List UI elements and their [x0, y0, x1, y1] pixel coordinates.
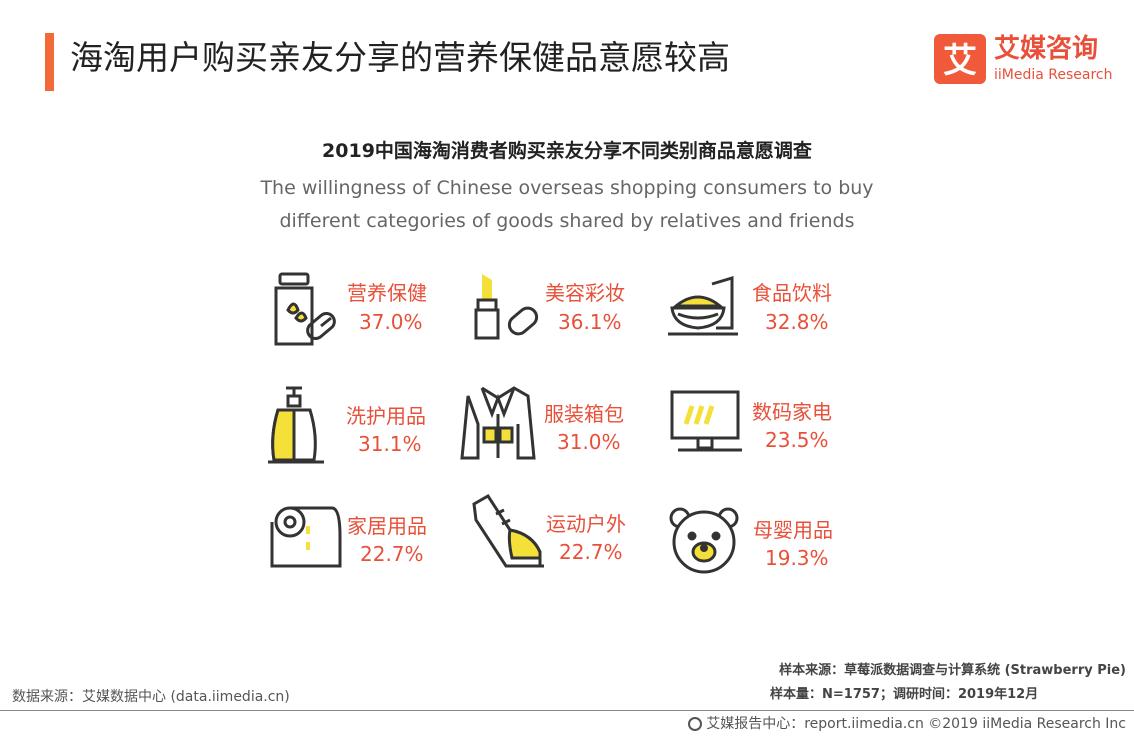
category-value: 22.7%: [559, 540, 623, 564]
category-name: 营养保健: [347, 281, 427, 305]
chart-title: 2019中国海淘消费者购买亲友分享不同类别商品意愿调查: [322, 140, 812, 162]
category-value: 37.0%: [359, 310, 423, 334]
logo-cn-text: 艾媒咨询: [994, 34, 1099, 64]
jacket-icon: [458, 384, 538, 464]
supplement-jar-icon: [268, 270, 348, 350]
food-bowl-icon: [668, 270, 748, 350]
monitor-icon: [668, 384, 748, 464]
chart-subtitle: The willingness of Chinese overseas shop…: [0, 172, 1134, 238]
category-value: 23.5%: [765, 428, 829, 452]
category-name: 运动户外: [546, 512, 626, 536]
toilet-roll-icon: [268, 500, 348, 580]
category-name: 美容彩妆: [545, 281, 625, 305]
data-source: 数据来源：艾媒数据中心 (data.iimedia.cn): [12, 689, 290, 705]
chart-subtitle-line1: The willingness of Chinese overseas shop…: [260, 177, 874, 199]
category-value: 22.7%: [360, 542, 424, 566]
boot-icon: [466, 493, 546, 574]
footer-divider: [0, 710, 1134, 711]
category-value: 31.1%: [358, 432, 422, 456]
category-name: 家居用品: [347, 514, 427, 538]
category-name: 洗护用品: [346, 404, 426, 428]
page-title: 海淘用户购买亲友分享的营养保健品意愿较高: [70, 38, 730, 77]
lotion-bottle-icon: [268, 386, 348, 466]
category-name: 服装箱包: [544, 402, 624, 426]
category-value: 19.3%: [765, 546, 829, 570]
title-accent-bar: [45, 33, 54, 91]
logo: 艾 艾媒咨询 iiMedia Research: [934, 34, 1114, 88]
logo-mark-icon: 艾: [934, 34, 986, 84]
bear-icon: [666, 502, 746, 582]
footer-copyright: 艾媒报告中心：report.iimedia.cn ©2019 iiMedia R…: [688, 713, 1126, 733]
lipstick-icon: [468, 270, 548, 350]
category-name: 食品饮料: [752, 281, 832, 305]
category-name: 母婴用品: [753, 518, 833, 542]
sample-size: 样本量：N=1757；调研时间：2019年12月: [770, 687, 1039, 702]
copyright-text: 艾媒报告中心：report.iimedia.cn ©2019 iiMedia R…: [706, 716, 1126, 732]
globe-icon: [688, 717, 703, 731]
logo-glyph: 艾: [943, 41, 977, 81]
category-name: 数码家电: [752, 400, 832, 424]
chart-subtitle-line2: different categories of goods shared by …: [279, 210, 855, 232]
category-value: 36.1%: [558, 310, 622, 334]
logo-en-text: iiMedia Research: [994, 67, 1113, 83]
category-value: 31.0%: [557, 430, 621, 454]
sample-source: 样本来源：草莓派数据调查与计算系统 (Strawberry Pie): [779, 663, 1126, 678]
category-value: 32.8%: [765, 310, 829, 334]
